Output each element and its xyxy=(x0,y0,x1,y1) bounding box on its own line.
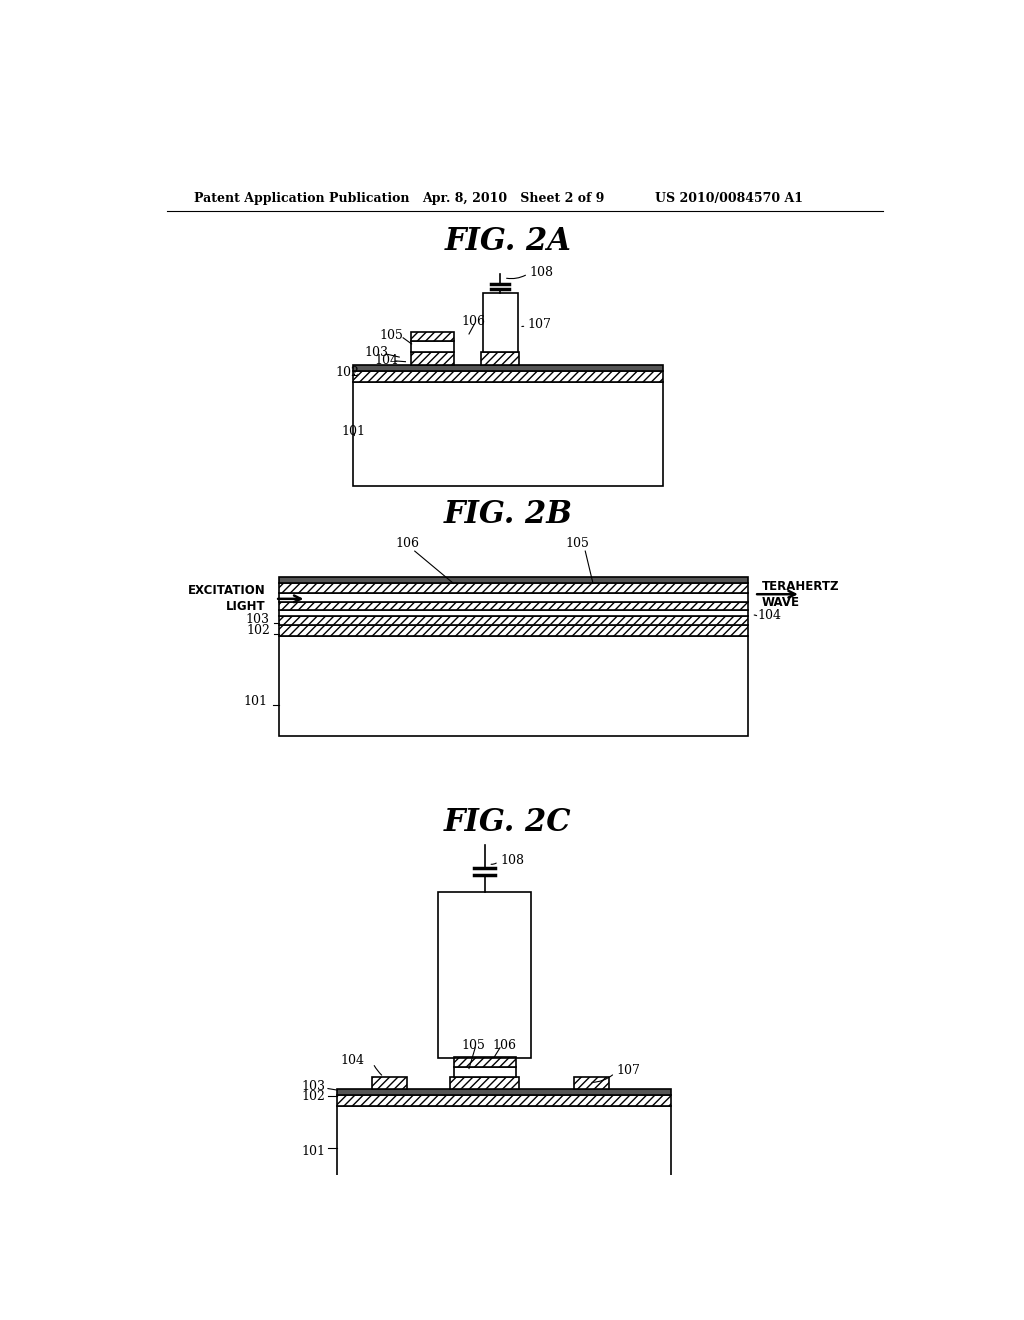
Text: 108: 108 xyxy=(529,265,553,279)
Bar xyxy=(483,293,518,352)
Bar xyxy=(280,602,748,610)
Bar xyxy=(352,381,663,486)
Text: US 2010/0084570 A1: US 2010/0084570 A1 xyxy=(655,191,803,205)
Text: 105: 105 xyxy=(461,1039,485,1052)
Text: 101: 101 xyxy=(341,425,366,438)
Bar xyxy=(280,626,748,636)
Text: 102: 102 xyxy=(336,366,359,379)
Text: EXCITATION
LIGHT: EXCITATION LIGHT xyxy=(187,585,265,614)
Bar xyxy=(450,1077,519,1089)
Bar xyxy=(411,341,454,352)
Bar xyxy=(280,577,748,583)
Bar xyxy=(280,610,748,615)
Text: 103: 103 xyxy=(365,346,388,359)
Bar xyxy=(352,371,663,381)
Text: FIG. 2B: FIG. 2B xyxy=(443,499,572,531)
Text: 108: 108 xyxy=(500,854,524,867)
Text: 102: 102 xyxy=(302,1090,326,1102)
Bar xyxy=(454,1057,515,1067)
Text: 106: 106 xyxy=(395,537,419,550)
Bar xyxy=(337,1094,671,1106)
Text: 106: 106 xyxy=(461,315,485,329)
Text: TERAHERTZ
WAVE: TERAHERTZ WAVE xyxy=(762,579,840,609)
Bar xyxy=(411,352,454,364)
Bar xyxy=(280,615,748,626)
Text: FIG. 2A: FIG. 2A xyxy=(444,226,571,257)
Bar xyxy=(280,583,748,593)
Bar xyxy=(280,593,748,602)
Bar xyxy=(480,352,519,364)
Text: FIG. 2C: FIG. 2C xyxy=(444,807,571,838)
Text: 104: 104 xyxy=(375,354,398,367)
Text: 107: 107 xyxy=(527,318,551,331)
Text: 106: 106 xyxy=(493,1039,516,1052)
Bar xyxy=(337,1106,671,1191)
Text: 104: 104 xyxy=(758,609,781,622)
Text: 107: 107 xyxy=(616,1064,640,1077)
Text: 102: 102 xyxy=(246,624,270,638)
Bar xyxy=(337,1089,671,1094)
Text: Apr. 8, 2010   Sheet 2 of 9: Apr. 8, 2010 Sheet 2 of 9 xyxy=(423,191,605,205)
Text: 105: 105 xyxy=(380,329,403,342)
Bar xyxy=(411,331,454,341)
Text: 103: 103 xyxy=(302,1080,326,1093)
Text: 101: 101 xyxy=(244,696,267,708)
Bar xyxy=(352,364,663,371)
Text: 101: 101 xyxy=(302,1146,326,1158)
Text: 105: 105 xyxy=(565,537,590,550)
Bar xyxy=(454,1067,515,1077)
Bar xyxy=(280,636,748,737)
Text: 103: 103 xyxy=(246,612,270,626)
Bar xyxy=(438,892,531,1057)
Bar xyxy=(372,1077,407,1089)
Bar xyxy=(573,1077,608,1089)
Text: 104: 104 xyxy=(340,1055,365,1068)
Text: Patent Application Publication: Patent Application Publication xyxy=(194,191,410,205)
